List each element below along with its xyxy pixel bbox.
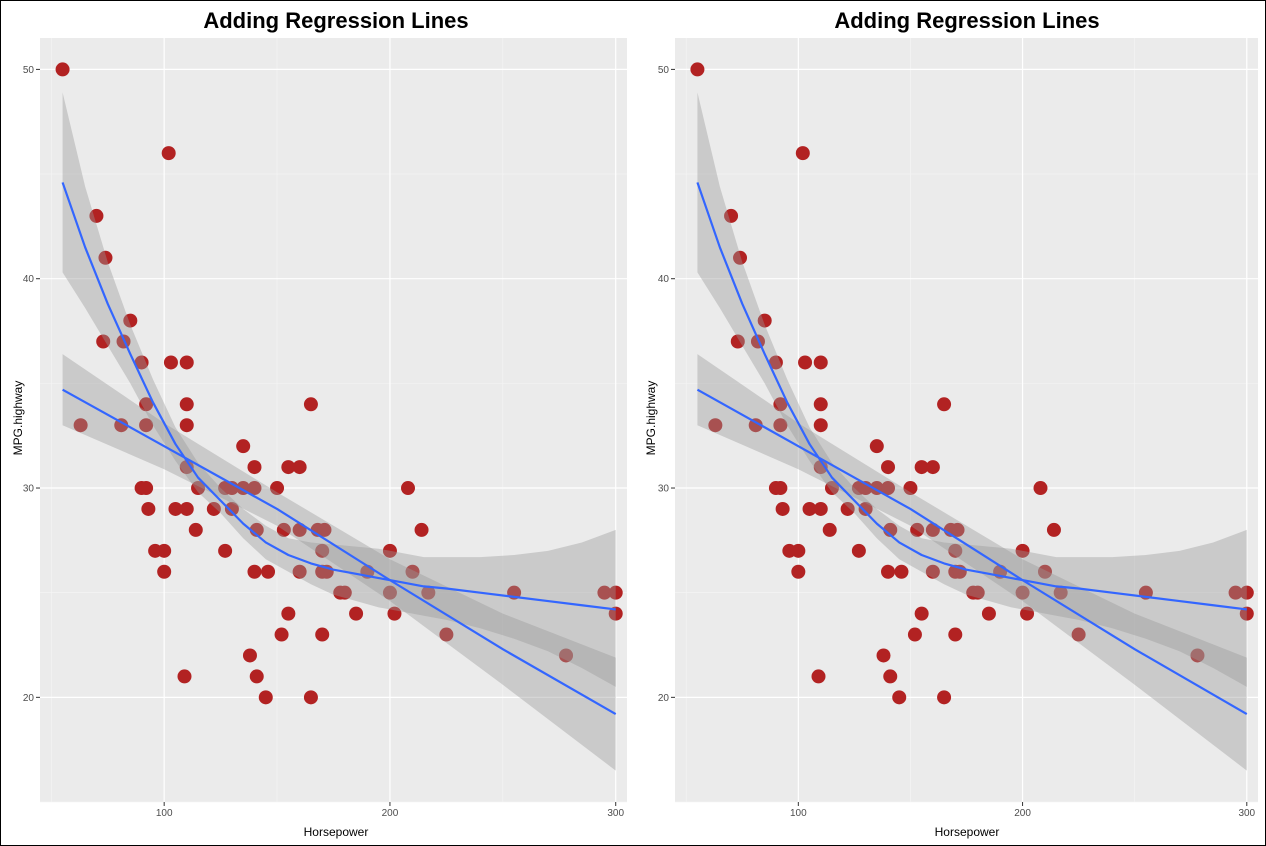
data-point — [161, 146, 176, 161]
data-point — [179, 460, 194, 475]
data-point — [292, 460, 307, 475]
data-point — [179, 397, 194, 412]
data-point — [608, 585, 623, 600]
y-tick-label: 20 — [23, 693, 35, 704]
data-point — [315, 627, 330, 642]
data-point — [247, 460, 262, 475]
x-tick-label: 100 — [156, 808, 173, 819]
data-point — [382, 585, 397, 600]
data-point — [439, 627, 454, 642]
data-point — [114, 418, 129, 433]
data-point — [191, 481, 206, 496]
data-point — [55, 62, 70, 77]
data-point — [608, 606, 623, 621]
data-point — [387, 606, 402, 621]
data-point — [247, 564, 262, 579]
chart-title: Adding Regression Lines — [203, 8, 468, 33]
data-point — [157, 543, 172, 558]
data-point — [96, 334, 111, 349]
data-point — [317, 522, 332, 537]
data-point — [303, 397, 318, 412]
data-point — [421, 585, 436, 600]
data-point — [559, 648, 574, 663]
data-point — [168, 501, 183, 516]
data-point — [224, 501, 239, 516]
data-point — [139, 397, 154, 412]
data-point — [401, 481, 416, 496]
data-point — [281, 606, 296, 621]
lm-regression-line — [62, 388, 617, 716]
x-tick-label: 300 — [607, 808, 624, 819]
data-point — [139, 418, 154, 433]
lm-confidence-band — [62, 354, 616, 771]
data-point — [141, 501, 156, 516]
data-point — [249, 669, 264, 684]
loess-confidence-band — [62, 92, 616, 687]
data-point — [73, 418, 88, 433]
data-point — [382, 543, 397, 558]
data-point — [303, 690, 318, 705]
data-point — [179, 501, 194, 516]
data-point — [349, 606, 364, 621]
data-point — [242, 648, 257, 663]
data-point — [179, 355, 194, 370]
data-point — [98, 250, 113, 265]
data-point — [206, 501, 221, 516]
data-point — [270, 481, 285, 496]
data-point — [157, 564, 172, 579]
data-point — [281, 460, 296, 475]
data-point — [414, 522, 429, 537]
x-axis-label: Horsepower — [304, 825, 369, 839]
data-point — [188, 522, 203, 537]
loess-regression-line — [61, 182, 616, 611]
plot-layer: 100 200 300 20 30 40 50 — [23, 38, 627, 819]
data-point — [179, 418, 194, 433]
data-point — [247, 481, 262, 496]
data-point — [123, 313, 138, 328]
plot-panel — [40, 38, 627, 802]
y-tick-label: 50 — [23, 65, 35, 76]
data-point — [405, 564, 420, 579]
data-point — [139, 481, 154, 496]
data-point — [163, 355, 178, 370]
y-tick-label: 30 — [23, 484, 35, 495]
data-point — [274, 627, 289, 642]
x-tick-label: 200 — [382, 808, 399, 819]
y-axis-label: MPG.highway — [11, 381, 25, 456]
data-point — [337, 585, 352, 600]
data-point — [292, 564, 307, 579]
y-tick-label: 40 — [23, 274, 35, 285]
data-point — [236, 439, 251, 454]
data-point — [89, 208, 104, 223]
data-point — [218, 543, 233, 558]
data-point — [261, 564, 276, 579]
data-point — [177, 669, 192, 684]
data-point — [597, 585, 612, 600]
data-point — [134, 355, 149, 370]
data-point — [315, 543, 330, 558]
data-point — [258, 690, 273, 705]
data-point — [276, 522, 291, 537]
data-point — [224, 481, 239, 496]
